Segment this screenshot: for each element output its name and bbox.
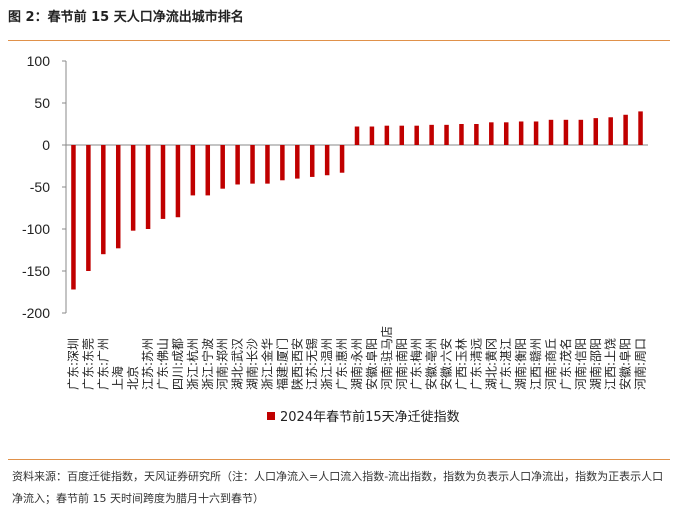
x-tick-label: 广东:湛江 — [499, 338, 513, 390]
bar — [593, 118, 599, 145]
x-tick-label: 四川:成都 — [171, 338, 185, 390]
bar — [533, 121, 539, 145]
bar — [175, 145, 181, 218]
bar — [115, 145, 121, 249]
x-tick-label: 湖南:长沙 — [245, 338, 260, 390]
x-tick-label: 湖南:永州 — [349, 338, 364, 390]
bar-chart: 100 50 0 -50 -100 -150 -200 广东:深圳 广东:东莞 广东:广州 上海 北京… — [22, 53, 648, 425]
x-tick-label: 河南:驻马店 — [379, 326, 394, 390]
bar — [354, 126, 360, 145]
bar — [71, 145, 76, 290]
bar — [638, 111, 643, 145]
bar — [235, 145, 240, 185]
x-tick-label: 广东:佛山 — [156, 338, 170, 390]
y-tick-label: -100 — [22, 221, 50, 237]
y-tick-label: -200 — [22, 305, 50, 321]
bar — [145, 145, 151, 229]
x-tick-label: 江西:上饶 — [604, 338, 618, 390]
x-tick-label: 广东:惠州 — [335, 338, 349, 390]
top-divider — [8, 40, 670, 41]
x-tick-label: 福建:厦门 — [274, 338, 289, 390]
y-tick-label: -50 — [30, 179, 50, 195]
bottom-divider — [8, 459, 670, 460]
bar — [160, 145, 166, 219]
bar — [414, 125, 419, 145]
bar — [503, 122, 509, 145]
bar — [578, 119, 584, 145]
x-tick-label: 广东:梅州 — [409, 338, 424, 390]
x-tick-label: 广东:茂名 — [558, 338, 573, 390]
bar — [399, 125, 405, 145]
x-tick-label: 湖北:黄冈 — [483, 338, 498, 390]
x-tick-label: 浙江:金华 — [259, 338, 274, 390]
bar — [309, 145, 315, 177]
x-tick-label: 广东:清远 — [469, 338, 483, 390]
x-tick-label: 浙江:杭州 — [185, 338, 200, 390]
bar — [429, 124, 434, 145]
x-tick-label: 浙江:宁波 — [200, 338, 215, 390]
x-tick-label: 湖南:邵阳 — [588, 338, 603, 390]
y-tick-label: -150 — [22, 263, 50, 279]
x-tick-label: 河南:信阳 — [573, 338, 588, 390]
bar — [250, 145, 255, 184]
x-tick-label: 安徽:六安 — [439, 338, 454, 390]
x-tick-label: 湖南:衡阳 — [513, 338, 528, 390]
bar — [623, 114, 628, 145]
bar — [265, 145, 270, 184]
x-tick-label: 北京 — [126, 366, 140, 390]
bar — [369, 126, 375, 145]
x-tick-label: 河南:周口 — [633, 338, 648, 390]
x-tick-label: 浙江:温州 — [320, 338, 334, 390]
bar — [190, 145, 196, 196]
bar — [280, 145, 285, 181]
x-tick-label: 河南:南阳 — [394, 338, 409, 390]
y-tick-label: 0 — [42, 137, 50, 153]
bar — [474, 124, 479, 145]
source-note: 资料来源：百度迁徙指数，天风证券研究所（注：人口净流入=人口流入指数-流出指数，… — [12, 470, 664, 505]
x-tick-label: 广东:东莞 — [81, 338, 95, 390]
chart-title: 图 2：春节前 15 天人口净流出城市排名 — [8, 10, 244, 25]
x-tick-label: 安徽:阜阳 — [618, 338, 633, 390]
x-tick-label: 湖北:武汉 — [230, 338, 245, 390]
legend-label: 2024年春节前15天净迁徙指数 — [280, 409, 460, 425]
x-tick-label: 河南:郑州 — [215, 338, 230, 390]
y-tick-label: 100 — [27, 53, 51, 69]
bar — [563, 119, 569, 145]
bar — [101, 145, 106, 255]
x-tick-label: 江西:赣州 — [529, 338, 543, 390]
x-tick-label: 广西:玉林 — [454, 338, 468, 390]
bar — [295, 145, 300, 179]
bar — [339, 145, 345, 173]
x-tick-label: 广东:深圳 — [66, 338, 80, 390]
x-tick-label: 河南:商丘 — [543, 338, 558, 390]
bar — [384, 125, 390, 145]
x-tick-label: 江苏:无锡 — [304, 338, 319, 390]
bar — [324, 145, 330, 176]
bar — [608, 117, 613, 145]
bar — [518, 121, 524, 145]
bar — [459, 124, 464, 145]
bar — [130, 145, 136, 231]
x-tick-label: 安徽:阜阳 — [364, 338, 379, 390]
bar — [489, 122, 494, 145]
x-tick-label: 陕西:西安 — [289, 338, 304, 390]
x-tick-label: 安徽:亳州 — [424, 338, 439, 390]
y-tick-label: 50 — [34, 95, 50, 111]
bar — [205, 145, 211, 196]
x-tick-label: 上海 — [110, 366, 125, 390]
bar — [86, 145, 91, 271]
bar — [548, 119, 554, 145]
bar — [444, 124, 449, 145]
legend-swatch — [267, 412, 275, 420]
x-tick-label: 广东:广州 — [96, 338, 110, 390]
x-tick-label: 江苏:苏州 — [141, 338, 155, 390]
bar — [220, 145, 225, 189]
